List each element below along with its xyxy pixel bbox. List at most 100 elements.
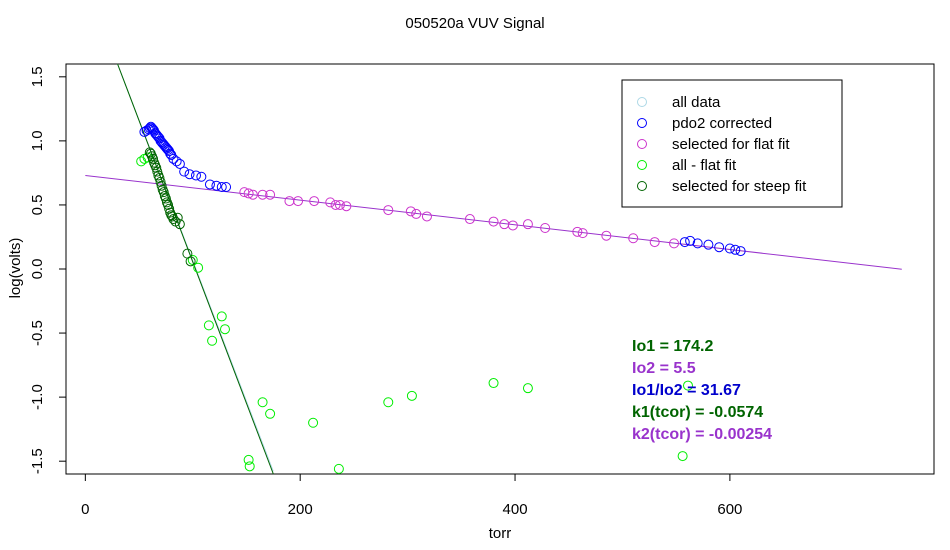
fit-annotation: k2(tcor) = -0.00254 (632, 426, 772, 443)
point-selected-for-flat-fit (284, 196, 295, 207)
y-tick-label: -0.5 (29, 320, 46, 346)
point-selected-for-flat-fit (334, 199, 345, 210)
legend-marker (637, 160, 647, 170)
point-all-flat-fit (216, 311, 227, 322)
point-all-flat-fit (406, 390, 417, 401)
point-pdo2-corrected (184, 169, 195, 180)
point-all-flat-fit (265, 408, 276, 419)
point-selected-for-flat-fit (522, 219, 533, 230)
point-selected-for-flat-fit (577, 228, 588, 239)
point-pdo2-corrected (692, 238, 703, 249)
point-all-flat-fit (193, 262, 204, 273)
point-selected-for-steep-fit (154, 173, 165, 184)
point-selected-for-flat-fit (572, 226, 583, 237)
x-tick-label: 600 (717, 501, 742, 518)
point-selected-for-steep-fit (158, 187, 169, 198)
legend-marker (637, 181, 647, 191)
y-tick-label: 0.0 (29, 259, 46, 280)
point-pdo2-corrected (221, 182, 232, 192)
point-pdo2-corrected (165, 148, 176, 159)
point-selected-for-steep-fit (163, 199, 174, 210)
point-all-flat-fit (244, 461, 255, 472)
point-pdo2-corrected (714, 242, 725, 253)
legend-label: all - flat fit (672, 157, 737, 174)
legend-marker (637, 139, 647, 149)
point-selected-for-flat-fit (669, 238, 680, 249)
point-selected-for-flat-fit (330, 199, 341, 210)
legend-box (621, 79, 843, 208)
point-selected-for-flat-fit (464, 214, 475, 225)
point-pdo2-corrected (703, 239, 714, 250)
point-selected-for-flat-fit (247, 189, 258, 200)
legend-marker (637, 97, 647, 107)
point-pdo2-corrected (171, 156, 182, 167)
point-pdo2-corrected (190, 170, 201, 181)
legend-label: all data (672, 94, 721, 111)
point-selected-for-steep-fit (148, 153, 159, 164)
point-all-flat-fit (488, 378, 499, 389)
point-selected-for-flat-fit (507, 220, 518, 231)
y-tick-label: 1.5 (29, 66, 46, 87)
fit-annotation: Io1 = 174.2 (632, 338, 713, 355)
point-selected-for-flat-fit (257, 189, 268, 200)
fit-annotation: k1(tcor) = -0.0574 (632, 404, 763, 421)
point-selected-for-flat-fit (488, 216, 499, 227)
point-pdo2-corrected (685, 235, 696, 246)
point-selected-for-flat-fit (293, 196, 304, 207)
chart-title: 050520a VUV Signal (405, 15, 544, 32)
fit-annotation: Io2 = 5.5 (632, 360, 696, 377)
point-selected-for-flat-fit (411, 208, 422, 219)
point-pdo2-corrected (679, 237, 690, 248)
fit-annotations: Io1 = 174.2 Io2 = 5.5 Io1/Io2 = 31.67 k1(tc… (632, 338, 772, 443)
point-pdo2-corrected (168, 153, 179, 164)
legend-marker (637, 118, 647, 128)
point-selected-for-steep-fit (168, 214, 179, 225)
point-selected-for-steep-fit (160, 193, 171, 204)
point-selected-for-flat-fit (601, 230, 612, 241)
point-selected-for-flat-fit (421, 211, 432, 222)
y-axis-label: log(volts) (7, 238, 24, 299)
point-all-flat-fit (522, 383, 533, 394)
point-pdo2-corrected (730, 244, 741, 255)
point-selected-for-flat-fit (341, 201, 352, 212)
point-selected-for-flat-fit (243, 188, 254, 199)
point-selected-for-flat-fit (309, 196, 320, 207)
point-pdo2-corrected (204, 179, 215, 190)
y-tick-label: 0.5 (29, 195, 46, 216)
point-all-flat-fit (383, 397, 394, 408)
point-selected-for-flat-fit (325, 197, 336, 208)
point-pdo2-corrected (216, 182, 227, 192)
point-selected-for-flat-fit (405, 206, 416, 217)
point-all-flat-fit (677, 451, 688, 462)
point-selected-for-flat-fit (628, 233, 639, 244)
y-tick-label: -1.0 (29, 384, 46, 410)
point-all-flat-fit (219, 324, 230, 335)
point-pdo2-corrected (174, 158, 185, 169)
x-tick-label: 0 (81, 501, 89, 518)
point-all-flat-fit (333, 463, 344, 474)
point-selected-for-flat-fit (649, 237, 660, 248)
legend-label: selected for steep fit (672, 178, 807, 195)
point-all-flat-fit (187, 255, 198, 266)
point-pdo2-corrected (179, 166, 190, 177)
x-tick-label: 200 (288, 501, 313, 518)
point-pdo2-corrected (196, 171, 207, 182)
point-selected-for-steep-fit (185, 256, 196, 267)
point-selected-for-steep-fit (156, 180, 167, 191)
point-selected-for-steep-fit (155, 176, 166, 187)
steep-fit-line (117, 63, 274, 475)
point-all-flat-fit (243, 454, 254, 465)
point-selected-for-flat-fit (540, 223, 551, 233)
x-tick-label: 400 (503, 501, 528, 518)
point-all-flat-fit (682, 380, 693, 391)
point-selected-for-steep-fit (174, 219, 185, 230)
point-selected-for-flat-fit (265, 189, 276, 200)
y-tick-label: 1.0 (29, 130, 46, 151)
point-selected-for-steep-fit (172, 212, 183, 223)
point-all-flat-fit (203, 320, 214, 331)
data-points (136, 121, 746, 474)
axes: 0 200 400 600 -1.5 -1.0 -0.5 0.0 0.5 1.0 1.5 (29, 66, 742, 518)
point-selected-for-steep-fit (151, 162, 162, 173)
legend-label: selected for flat fit (672, 136, 790, 153)
